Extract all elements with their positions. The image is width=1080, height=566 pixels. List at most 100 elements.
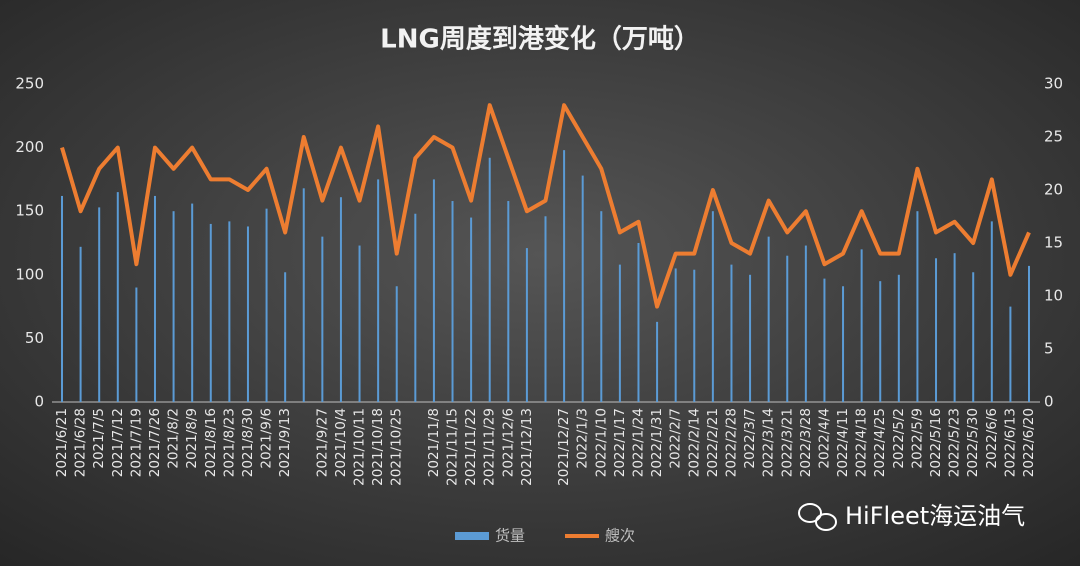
x-tick-label: 2021/10/18 [370,408,386,486]
x-tick-label: 2021/11/29 [482,408,498,486]
bar [897,274,900,402]
bar [544,216,547,402]
bar [767,236,770,402]
x-tick-label: 2022/2/7 [668,408,684,469]
bar [637,243,640,402]
x-tick-label: 2021/12/6 [500,408,516,477]
x-tick-label: 2022/3/21 [779,408,795,477]
bar [135,287,138,402]
y2-tick-label: 30 [1044,75,1063,93]
x-tick-label: 2021/9/27 [314,408,330,477]
x-tick-label: 2022/5/30 [965,408,981,477]
x-tick-label: 2021/8/16 [203,408,219,477]
x-tick-label: 2021/12/13 [519,408,535,486]
x-tick-label: 2022/4/11 [835,408,851,477]
bar [172,211,175,402]
legend-swatch [455,532,489,540]
x-tick-label: 2022/3/7 [742,408,758,469]
x-tick-label: 2021/10/4 [333,408,349,477]
y2-tick-label: 10 [1044,287,1063,305]
legend-label: 货量 [495,527,525,545]
bar [711,211,714,402]
bar [470,217,473,402]
bar [581,175,584,402]
chart-title: LNG周度到港变化（万吨） [380,24,700,55]
y-tick-label: 200 [15,138,44,156]
x-tick-label: 2021/6/21 [54,408,70,477]
y2-tick-label: 15 [1044,234,1063,252]
bar [61,195,63,402]
x-tick-label: 2021/7/19 [128,408,144,477]
bar [693,269,696,402]
bar [600,211,603,402]
bar [730,264,733,402]
bar [656,321,659,402]
y-tick-label: 50 [25,329,44,347]
x-tick-label: 2022/4/4 [816,408,832,469]
bar [321,236,324,402]
bar [284,272,287,402]
bar [563,150,566,402]
bar [432,179,435,402]
bar [804,245,807,402]
y-tick-label: 0 [34,393,44,411]
bar [823,278,826,402]
bar [916,211,919,402]
bar [507,201,510,402]
x-tick-label: 2021/6/28 [73,408,89,477]
x-tick-label: 2021/8/9 [184,408,200,469]
bar [98,207,101,402]
x-tick-label: 2021/11/15 [445,408,461,486]
bar [451,201,454,402]
x-tick-label: 2021/8/2 [166,408,182,469]
x-tick-label: 2021/7/26 [147,408,163,477]
x-tick-label: 2022/4/18 [854,408,870,477]
x-tick-label: 2022/2/21 [705,408,721,477]
x-tick-label: 2022/1/10 [593,408,609,477]
x-tick-label: 2022/2/28 [723,408,739,477]
bar [191,203,194,402]
x-tick-label: 2021/9/13 [277,408,293,477]
x-tick-label: 2022/1/24 [630,408,646,477]
bar [972,272,975,402]
x-tick-label: 2022/6/20 [1021,408,1037,477]
bar [228,221,231,402]
bar [990,221,993,402]
y-tick-label: 150 [15,202,44,220]
bar [302,188,305,402]
bar [953,253,956,402]
x-tick-label: 2022/1/17 [612,408,628,477]
x-tick-label: 2022/5/2 [891,408,907,469]
x-tick-label: 2022/1/31 [649,408,665,477]
bar [525,248,528,402]
bar [358,245,361,402]
y-tick-label: 250 [15,75,44,93]
x-tick-label: 2021/11/8 [426,408,442,477]
x-tick-label: 2021/11/22 [463,408,479,486]
watermark: HiFleet海运油气 [845,502,1025,530]
x-tick-label: 2022/3/14 [761,408,777,477]
y2-tick-label: 5 [1044,340,1054,358]
x-tick-label: 2021/10/11 [352,408,368,486]
x-tick-label: 2021/10/25 [389,408,405,486]
bar [395,286,398,402]
bar [860,249,863,402]
x-tick-label: 2021/7/5 [91,408,107,469]
line [60,103,1031,309]
bar [79,246,82,402]
bar [246,226,249,402]
x-tick-label: 2021/12/27 [556,408,572,486]
bar [842,286,845,402]
bar [1009,306,1012,402]
x-tick-label: 2022/2/14 [686,408,702,477]
bar [488,157,491,402]
bar [265,208,268,402]
bar [116,192,119,402]
x-tick-label: 2022/6/6 [984,408,1000,469]
y2-tick-label: 25 [1044,128,1063,146]
bar [674,268,677,402]
y2-tick-label: 20 [1044,181,1063,199]
x-tick-label: 2021/9/6 [259,408,275,469]
